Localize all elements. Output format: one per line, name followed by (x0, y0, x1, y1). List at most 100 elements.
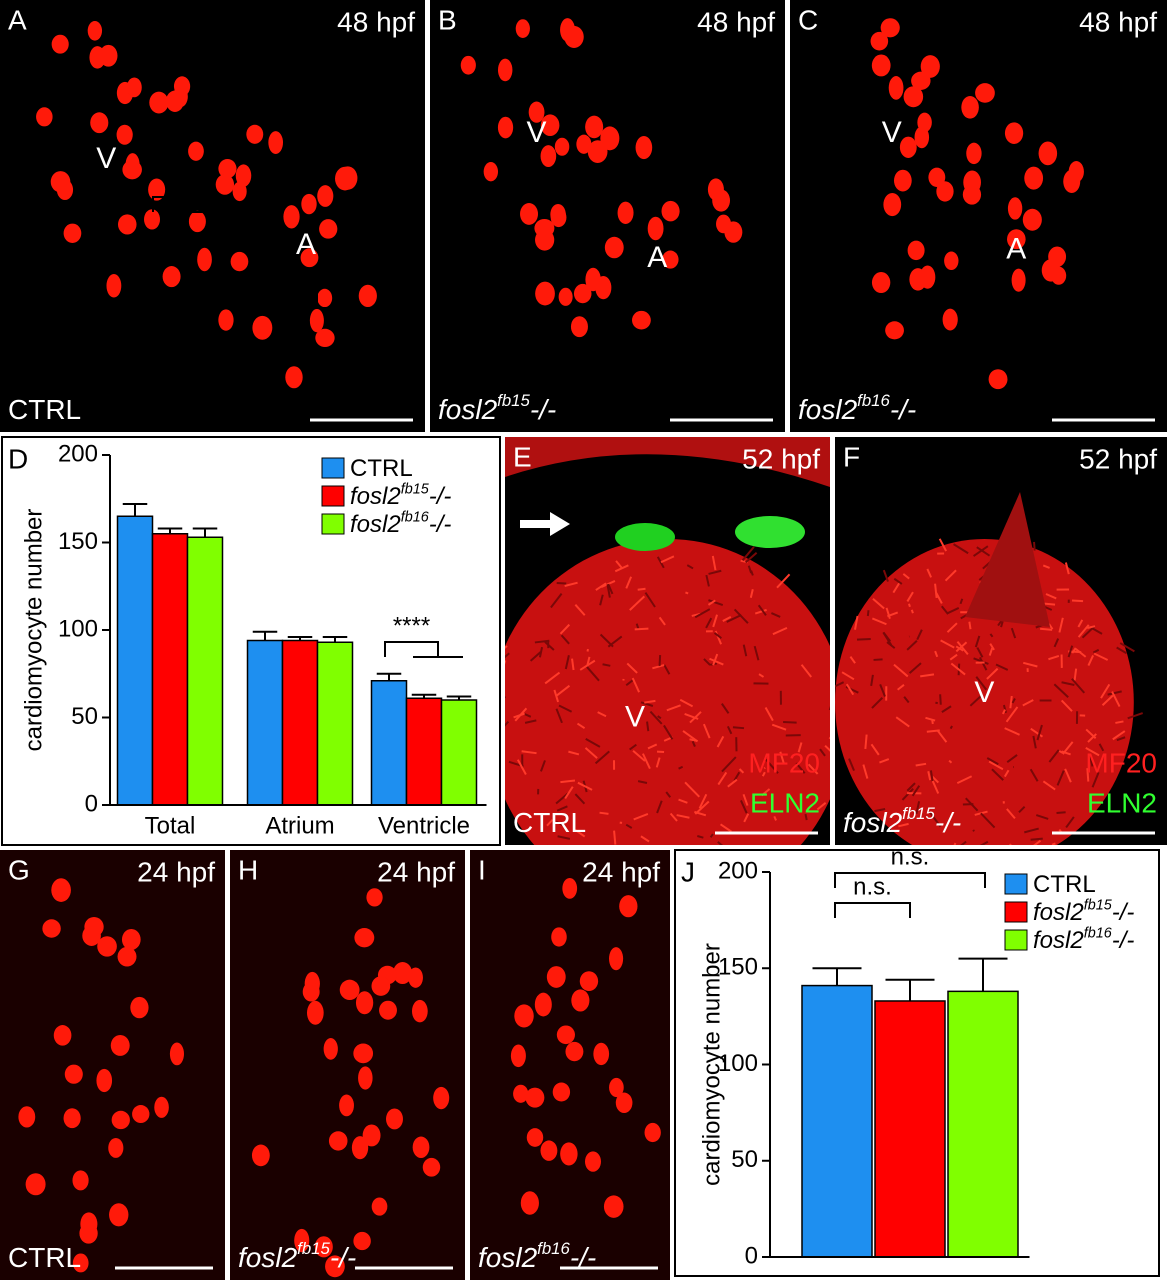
fiber (865, 735, 866, 749)
label-text: fosl2 (798, 394, 858, 425)
y-tick-label: 50 (731, 1146, 758, 1173)
nucleus (433, 1087, 449, 1109)
bar (118, 516, 153, 805)
label-text: fosl2 (350, 483, 401, 510)
nucleus (648, 217, 664, 241)
nucleus (560, 18, 575, 42)
nucleus (540, 1140, 557, 1160)
bar (372, 681, 407, 805)
nucleus (88, 21, 102, 41)
nucleus (18, 1106, 35, 1127)
panel-letter: J (681, 856, 695, 887)
fiber (951, 726, 952, 729)
bar (948, 991, 1018, 1257)
nucleus (252, 316, 272, 340)
y-tick-label: 200 (718, 857, 758, 884)
nucleus (72, 1170, 88, 1190)
nucleus (605, 237, 624, 259)
panel-letter: G (8, 854, 30, 885)
fiber (733, 727, 744, 728)
nucleus (64, 1108, 81, 1128)
region-label: V (974, 676, 994, 709)
label-text: -/- (1112, 899, 1135, 926)
nucleus (484, 162, 498, 181)
image-background (790, 0, 1167, 432)
nucleus (363, 1124, 381, 1146)
legend-label: fosl2fb15-/- (350, 481, 451, 510)
nucleus (99, 45, 117, 67)
label-sup: fb15 (902, 805, 935, 824)
nucleus (559, 288, 573, 306)
label-text: -/- (1112, 927, 1135, 954)
nucleus (551, 927, 567, 946)
label-sup: fb15 (401, 481, 430, 497)
nucleus (283, 205, 299, 228)
nucleus (329, 1131, 348, 1150)
label-text: fosl2 (238, 1242, 298, 1273)
image-background (230, 850, 465, 1280)
time-label: 48 hpf (697, 6, 775, 37)
panel-letter: E (513, 441, 532, 472)
nucleus (301, 194, 316, 214)
legend-label: fosl2fb16-/- (1033, 925, 1134, 954)
nucleus (636, 136, 653, 159)
nucleus (604, 1195, 624, 1217)
fiber (600, 813, 609, 814)
nucleus (921, 55, 940, 78)
nucleus (216, 174, 234, 195)
y-axis-label: cardiomyocyte number (20, 509, 47, 752)
nucleus (218, 309, 233, 330)
legend-swatch (1005, 902, 1027, 922)
nucleus (112, 1111, 130, 1129)
legend-label: CTRL (350, 455, 413, 482)
fiber (614, 831, 615, 845)
nucleus (975, 83, 995, 103)
nucleus (883, 193, 901, 216)
bar (188, 537, 223, 805)
fiber (909, 604, 910, 607)
nucleus (324, 1038, 338, 1060)
nucleus (963, 185, 981, 205)
nucleus (236, 164, 251, 186)
y-tick-label: 50 (71, 703, 98, 730)
nucleus (943, 309, 958, 331)
nucleus (520, 203, 538, 225)
significance: n.s. (891, 843, 930, 870)
fiber (1057, 812, 1066, 813)
x-tick-label: Ventricle (378, 812, 470, 839)
region-label: V (526, 116, 546, 149)
legend-swatch (322, 458, 344, 478)
legend-swatch (322, 486, 344, 506)
nucleus (1012, 269, 1026, 292)
nucleus (366, 888, 382, 906)
nucleus (936, 181, 953, 201)
region-label: V (882, 116, 902, 149)
fiber (1052, 843, 1055, 844)
nucleus (340, 980, 360, 1000)
nucleus (872, 54, 891, 76)
nucleus (54, 1025, 72, 1046)
nucleus (662, 201, 680, 222)
fiber (647, 722, 648, 732)
y-tick-label: 0 (745, 1242, 758, 1269)
nucleus (535, 282, 555, 306)
nucleus (379, 1001, 397, 1020)
nucleus (163, 266, 181, 287)
region-label: A (296, 228, 316, 261)
nucleus (535, 993, 552, 1017)
nucleus (65, 1065, 83, 1084)
x-tick-label: Total (145, 812, 196, 839)
nucleus (547, 966, 566, 988)
nucleus (231, 252, 249, 271)
fiber (857, 639, 871, 640)
nucleus (1008, 197, 1022, 219)
image-background (0, 0, 425, 432)
significance: **** (393, 612, 430, 639)
nucleus (527, 1128, 543, 1147)
nucleus (359, 285, 377, 307)
stain-label: ELN2 (750, 787, 820, 818)
stain-label: MF20 (1085, 747, 1157, 778)
nucleus (908, 241, 925, 260)
label-text: fosl2 (438, 394, 498, 425)
